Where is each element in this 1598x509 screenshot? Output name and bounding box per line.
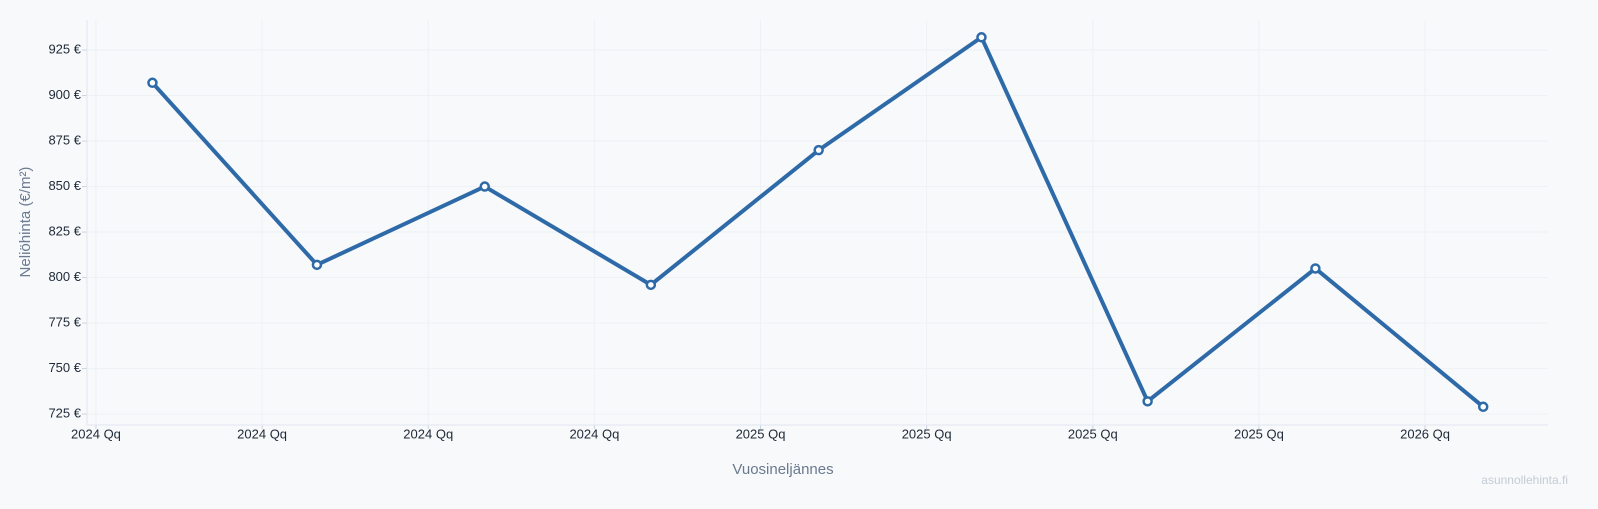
y-axis-label: Neliöhinta (€/m²) [17, 167, 34, 278]
watermark: asunnollehinta.fi [1481, 473, 1568, 487]
x-tick-label: 2024 Qq [71, 426, 121, 441]
y-tick-label: 875 € [48, 132, 81, 147]
data-point [1310, 263, 1321, 274]
x-tick-label: 2025 Qq [902, 426, 952, 441]
data-point [1477, 401, 1489, 413]
y-tick-label: 850 € [48, 178, 81, 193]
y-tick-label: 775 € [48, 315, 81, 330]
x-tick-label: 2024 Qq [403, 426, 453, 441]
x-tick-label: 2026 Qq [1400, 426, 1450, 441]
y-tick-label: 900 € [48, 87, 81, 102]
data-point [976, 32, 987, 43]
x-tick-label: 2024 Qq [569, 426, 619, 441]
x-tick-label: 2025 Qq [736, 426, 786, 441]
y-tick-label: 800 € [48, 269, 81, 284]
x-axis-label: Vuosineljännes [732, 461, 833, 478]
data-point [645, 279, 657, 291]
y-tick-label: 750 € [48, 360, 81, 375]
x-tick-label: 2025 Qq [1234, 426, 1284, 441]
y-tick-label: 925 € [48, 41, 81, 56]
data-point [813, 144, 824, 156]
data-point [1142, 396, 1153, 407]
y-tick-label: 825 € [48, 223, 81, 238]
data-point [147, 77, 158, 89]
x-tick-label: 2024 Qq [237, 426, 287, 441]
x-tick-label: 2025 Qq [1068, 426, 1118, 441]
y-tick-label: 725 € [48, 406, 81, 421]
data-point [479, 181, 490, 192]
data-point [311, 259, 323, 271]
